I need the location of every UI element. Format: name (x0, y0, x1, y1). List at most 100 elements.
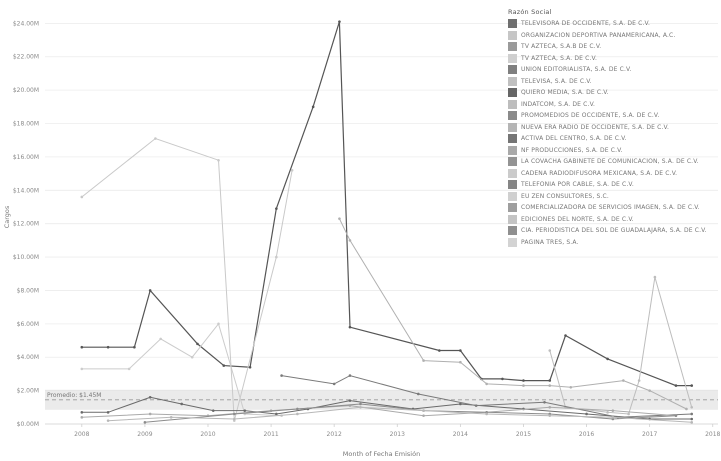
x-tick-label: 2009 (137, 431, 152, 438)
data-point (674, 384, 678, 387)
legend-item[interactable]: TELEVISORA DE OCCIDENTE, S.A. DE C.V. (508, 18, 718, 30)
data-point (106, 419, 110, 422)
y-axis-label: Cargos (3, 205, 11, 228)
legend-item[interactable]: INDATCOM, S.A. DE C.V. (508, 99, 718, 111)
x-tick-label: 2011 (263, 431, 278, 438)
legend-swatch (508, 42, 517, 52)
data-point (485, 412, 488, 416)
data-point (685, 407, 688, 411)
data-point (154, 137, 157, 140)
y-tick-label: $24.00M (13, 20, 39, 27)
legend-swatch (508, 99, 517, 109)
legend-label: CADENA RADIODIFUSORA MEXICANA, S.A. DE C… (521, 169, 678, 177)
data-point (275, 412, 278, 416)
legend-item[interactable]: EU ZEN CONSULTORES, S.C. (508, 191, 718, 203)
y-tick-label: $8.00M (17, 287, 39, 294)
data-point (485, 382, 488, 386)
legend-swatch (508, 19, 517, 29)
legend-swatch (508, 203, 517, 213)
x-tick-label: 2018 (705, 431, 720, 438)
legend-label: TELEFONIA POR CABLE, S.A. DE C.V. (521, 181, 634, 189)
legend-swatch (508, 180, 517, 190)
data-point (127, 367, 131, 371)
legend-item[interactable]: CIA. PERIODISTICA DEL SOL DE GUADALAJARA… (508, 225, 718, 237)
y-tick-label: $14.00M (13, 187, 39, 194)
data-point (690, 421, 694, 424)
x-tick-label: 2015 (516, 431, 531, 438)
y-tick-label: $6.00M (17, 321, 39, 328)
legend-swatch (508, 53, 517, 63)
legend-label: ACTIVA DEL CENTRO, S.A. DE C.V. (521, 135, 627, 143)
legend-swatch (508, 168, 517, 178)
legend-swatch (508, 111, 517, 121)
legend-label: INDATCOM, S.A. DE C.V. (521, 100, 596, 108)
legend-item[interactable]: NUEVA ERA RADIO DE OCCIDENTE, S.A. DE C.… (508, 122, 718, 134)
data-point (564, 334, 567, 337)
data-point (180, 402, 184, 406)
legend-item[interactable]: COMERCIALIZADORA DE SERVICIOS IMAGEN, S.… (508, 202, 718, 214)
data-point (690, 412, 694, 416)
legend-item[interactable]: TELEVISA, S.A. DE C.V. (508, 76, 718, 88)
y-tick-label: $22.00M (13, 54, 39, 61)
data-point (332, 382, 336, 386)
legend-item[interactable]: TV AZTECA, S.A. DE C.V. (508, 53, 718, 65)
legend-item[interactable]: CADENA RADIODIFUSORA MEXICANA, S.A. DE C… (508, 168, 718, 180)
data-point (80, 195, 84, 199)
legend-label: TELEVISA, S.A. DE C.V. (521, 77, 592, 85)
data-point (548, 384, 552, 387)
data-point (690, 384, 694, 387)
legend-item[interactable]: TV AZTECA, S.A.B DE C.V. (508, 41, 718, 53)
data-point (422, 409, 425, 412)
data-point (169, 416, 173, 419)
data-point (211, 409, 215, 412)
data-point (606, 357, 609, 361)
legend-item[interactable]: ACTIVA DEL CENTRO, S.A. DE C.V. (508, 133, 718, 145)
data-point (148, 412, 152, 416)
data-point (338, 20, 341, 23)
data-point (622, 379, 625, 382)
data-point (648, 389, 651, 392)
legend-item[interactable]: PROMOMEDIOS DE OCCIDENTE, S.A. DE C.V. (508, 110, 718, 122)
legend-label: TV AZTECA, S.A. DE C.V. (521, 54, 598, 62)
data-point (653, 275, 657, 279)
legend-item[interactable]: QUIERO MEDIA, S.A. DE C.V. (508, 87, 718, 99)
legend-item[interactable]: ORGANIZACION DEPORTIVA PANAMERICANA, A.C… (508, 30, 718, 42)
data-point (637, 379, 641, 382)
legend-swatch (508, 122, 517, 132)
data-point (106, 411, 110, 414)
legend-item[interactable]: UNION EDITORIALISTA, S.A. DE C.V. (508, 64, 718, 76)
legend-item[interactable]: LA COVACHA GABINETE DE COMUNICACION, S.A… (508, 156, 718, 168)
series-line (281, 375, 692, 418)
x-tick-label: 2013 (390, 431, 405, 438)
data-point (474, 404, 478, 407)
legend-label: TV AZTECA, S.A.B DE C.V. (521, 43, 602, 51)
legend-item[interactable]: PAGINA TRES, S.A. (508, 237, 718, 249)
series (80, 20, 694, 387)
data-point (569, 385, 573, 389)
y-tick-label: $12.00M (13, 221, 39, 228)
y-tick-label: $20.00M (13, 87, 39, 94)
x-tick-label: 2017 (642, 431, 657, 438)
x-tick-label: 2010 (200, 431, 215, 438)
legend-swatch (508, 65, 517, 75)
legend-label: NUEVA ERA RADIO DE OCCIDENTE, S.A. DE C.… (521, 123, 670, 131)
legend-swatch (508, 76, 517, 86)
data-point (338, 217, 341, 220)
series-line (81, 405, 676, 418)
legend-item[interactable]: TELEFONIA POR CABLE, S.A. DE C.V. (508, 179, 718, 191)
x-tick-label: 2008 (74, 431, 89, 438)
legend: Razón Social TELEVISORA DE OCCIDENTE, S.… (508, 8, 718, 248)
data-point (522, 384, 525, 387)
x-tick-label: 2014 (453, 431, 468, 438)
legend-item[interactable]: EDICIONES DEL NORTE, S.A. DE C.V. (508, 214, 718, 226)
data-point (459, 360, 462, 364)
legend-item[interactable]: NF PRODUCCIONES, S.A. DE C.V. (508, 145, 718, 157)
data-point (190, 355, 194, 359)
series (338, 217, 688, 411)
data-point (627, 412, 630, 416)
data-point (438, 349, 441, 352)
legend-label: UNION EDITORIALISTA, S.A. DE C.V. (521, 66, 632, 74)
legend-label: TELEVISORA DE OCCIDENTE, S.A. DE C.V. (521, 20, 651, 28)
data-point (248, 365, 252, 369)
